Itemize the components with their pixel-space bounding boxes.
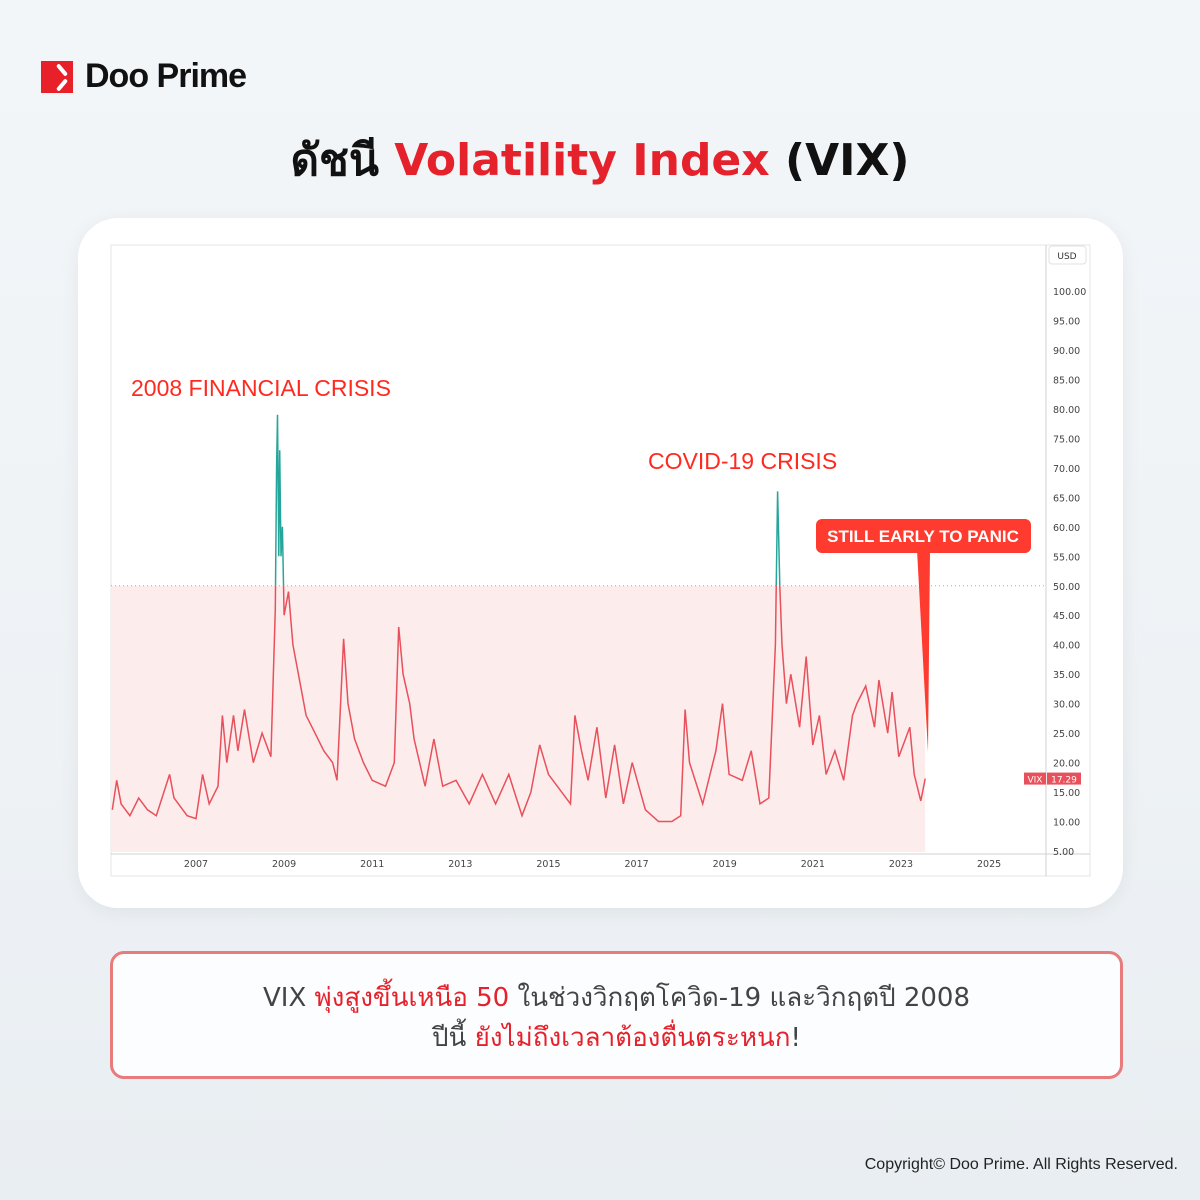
y-tick-label: 50.00 — [1053, 582, 1080, 593]
y-tick-label: 20.00 — [1053, 759, 1080, 770]
brand-logo: Doo Prime — [41, 57, 247, 96]
doo-prime-logo-icon — [41, 60, 73, 93]
y-tick-label: 70.00 — [1053, 464, 1080, 475]
info-text: ปีนี้ — [432, 1023, 475, 1053]
x-tick-label: 2021 — [801, 859, 825, 870]
annotation-covid: COVID-19 CRISIS — [648, 448, 837, 474]
info-text: VIX — [262, 983, 315, 1013]
page-title: ดัชนี Volatility Index (VIX) — [0, 125, 1200, 195]
y-tick-label: 30.00 — [1053, 700, 1080, 711]
annotation-2008: 2008 FINANCIAL CRISIS — [131, 375, 391, 401]
info-line-2: ปีนี้ ยังไม่ถึงเวลาต้องตื่นตระหนก! — [113, 1018, 1120, 1058]
y-tick-label: 80.00 — [1053, 405, 1080, 416]
x-tick-label: 2017 — [625, 859, 649, 870]
title-highlight: Volatility Index — [394, 135, 770, 186]
series-name-label: VIX — [1028, 776, 1043, 786]
y-tick-label: 85.00 — [1053, 375, 1080, 386]
y-tick-label: 40.00 — [1053, 641, 1080, 652]
callout-box — [816, 519, 1031, 553]
callout-pointer — [917, 550, 930, 752]
currency-badge — [1048, 245, 1087, 265]
info-highlight: ยังไม่ถึงเวลาต้องตื่นตระหนก — [474, 1023, 791, 1053]
y-tick-label: 65.00 — [1053, 493, 1080, 504]
y-tick-label: 15.00 — [1053, 788, 1080, 799]
info-text: ! — [790, 1023, 801, 1053]
info-text: ในช่วงวิกฤตโควิด-19 และวิกฤตปี 2008 — [509, 983, 971, 1013]
series-name-tag — [1024, 772, 1046, 785]
y-tick-label: 5.00 — [1053, 847, 1074, 858]
y-tick-label: 55.00 — [1053, 552, 1080, 563]
info-line-1: VIX พุ่งสูงขึ้นเหนือ 50 ในช่วงวิกฤตโควิด… — [113, 978, 1120, 1018]
chart-card: USD 100.00 95.00 90.00 85.00 80.00 75.00 70.00 6… — [78, 218, 1123, 908]
y-tick-label: 90.00 — [1053, 346, 1080, 357]
y-tick-label: 10.00 — [1053, 818, 1080, 829]
y-tick-label: 25.00 — [1053, 729, 1080, 740]
x-tick-label: 2009 — [272, 859, 296, 870]
brand-name: Doo Prime — [85, 57, 247, 95]
x-tick-label: 2025 — [977, 859, 1001, 870]
title-prefix: ดัชนี — [290, 135, 395, 186]
info-highlight: พุ่งสูงขึ้นเหนือ 50 — [314, 983, 510, 1013]
currency-label: USD — [1057, 252, 1076, 262]
y-tick-label: 100.00 — [1053, 287, 1086, 298]
y-tick-label: 95.00 — [1053, 316, 1080, 327]
x-tick-label: 2023 — [889, 859, 913, 870]
callout-text: STILL EARLY TO PANIC — [827, 527, 1019, 546]
y-tick-label: 35.00 — [1053, 670, 1080, 681]
y-tick-label: 45.00 — [1053, 611, 1080, 622]
copyright: Copyright© Doo Prime. All Rights Reserve… — [864, 1156, 1178, 1173]
title-suffix: (VIX) — [769, 135, 910, 186]
x-tick-label: 2019 — [713, 859, 737, 870]
vix-chart: USD 100.00 95.00 90.00 85.00 80.00 75.00 70.00 6… — [110, 244, 1091, 877]
x-tick-label: 2013 — [448, 859, 472, 870]
y-tick-label: 75.00 — [1053, 434, 1080, 445]
info-box: VIX พุ่งสูงขึ้นเหนือ 50 ในช่วงวิกฤตโควิด… — [110, 951, 1123, 1079]
y-tick-label: 60.00 — [1053, 523, 1080, 534]
last-value-label: 17.29 — [1051, 776, 1077, 786]
x-tick-label: 2007 — [184, 859, 208, 870]
x-tick-label: 2015 — [536, 859, 560, 870]
last-value-tag — [1047, 772, 1081, 785]
x-tick-label: 2011 — [360, 859, 384, 870]
